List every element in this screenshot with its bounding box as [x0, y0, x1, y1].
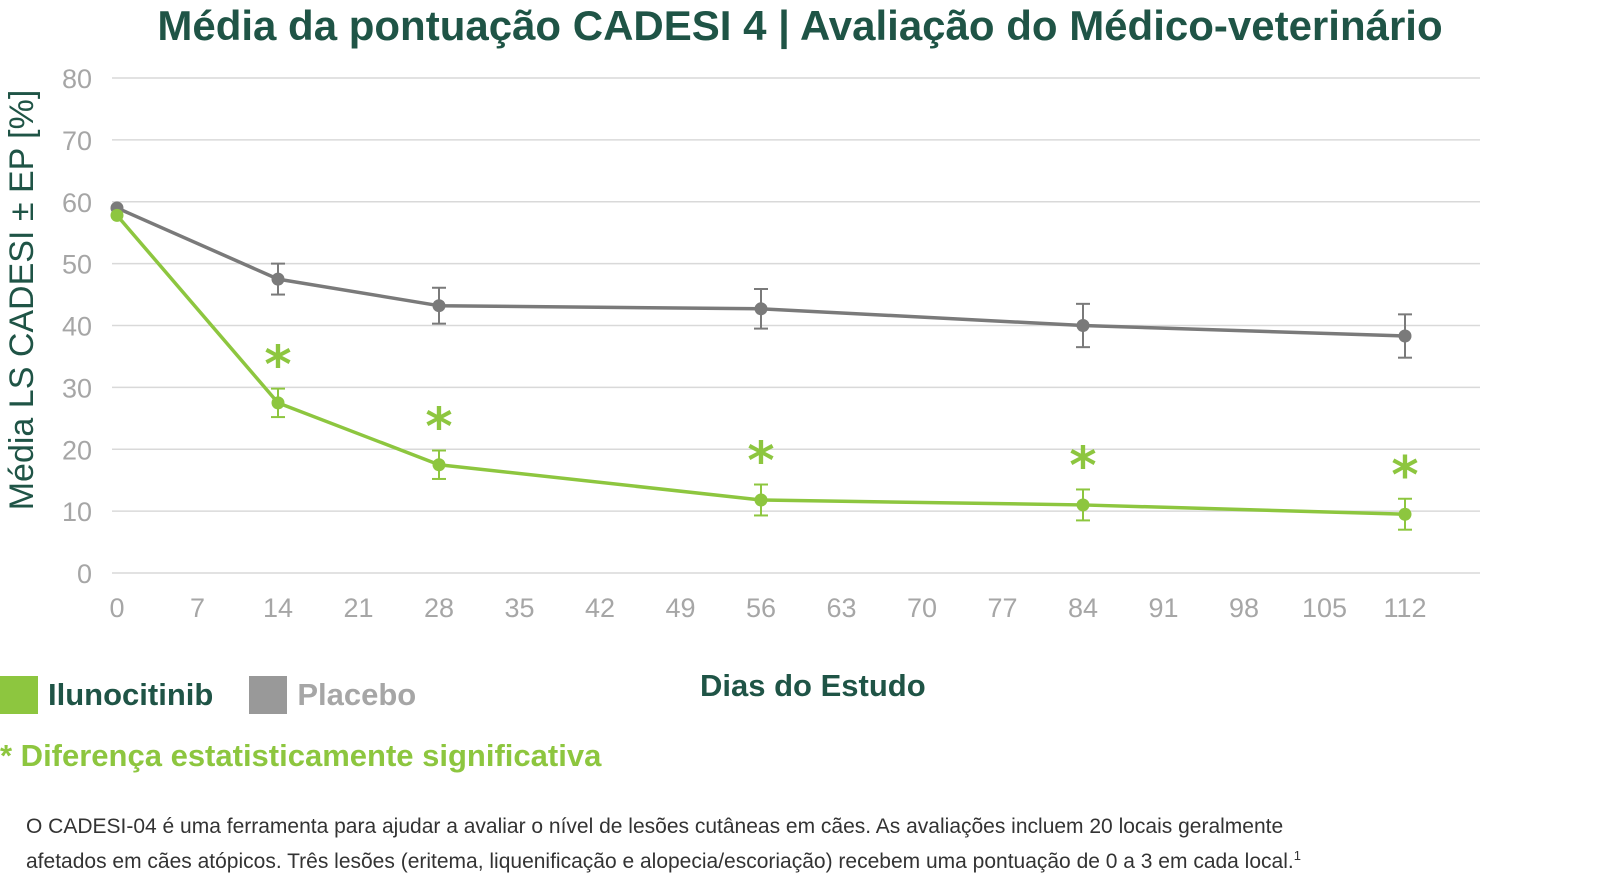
legend-swatch-placebo — [249, 676, 288, 714]
x-tick-label: 112 — [1383, 593, 1426, 623]
y-tick-labels: 0 10 20 30 40 50 60 70 80 — [62, 64, 92, 589]
significance-note: * Diferença estatisticamente significati… — [0, 738, 602, 773]
significance-marker: * — [1069, 436, 1096, 496]
x-tick-label: 42 — [585, 593, 615, 623]
x-tick-label: 105 — [1302, 593, 1347, 623]
y-tick-label: 70 — [62, 126, 92, 156]
x-tick-label: 56 — [746, 593, 776, 623]
y-tick-label: 60 — [62, 188, 92, 218]
x-axis-label: Dias do Estudo — [700, 668, 926, 703]
x-tick-label: 28 — [424, 593, 454, 623]
data-point-ilunocitinib — [432, 458, 446, 472]
footnote-reference: 1 — [1293, 848, 1301, 863]
x-tick-label: 7 — [190, 593, 205, 623]
legend-label-placebo: Placebo — [297, 677, 417, 712]
series-group: * * * * * — [110, 201, 1419, 531]
footnote: O CADESI-04 é uma ferramenta para ajudar… — [26, 812, 1586, 876]
x-tick-labels: 0 7 14 21 28 35 42 49 56 63 70 77 84 91 98 105 112 — [109, 593, 1426, 623]
x-tick-label: 14 — [263, 593, 293, 623]
significance-marker: * — [747, 432, 774, 492]
x-tick-label: 0 — [109, 593, 124, 623]
x-tick-label: 84 — [1068, 593, 1098, 623]
x-tick-label: 21 — [343, 593, 373, 623]
series-line-placebo — [116, 206, 1406, 338]
significance-marker: * — [425, 397, 452, 457]
significance-marker: * — [264, 336, 291, 396]
series-line-ilunocitinib — [115, 214, 1406, 516]
y-tick-label: 0 — [77, 559, 92, 589]
y-tick-label: 30 — [62, 373, 92, 403]
y-tick-label: 80 — [62, 64, 92, 94]
y-tick-label: 40 — [62, 312, 92, 342]
x-tick-label: 70 — [907, 593, 937, 623]
legend-label-ilunocitinib: Ilunocitinib — [48, 677, 214, 712]
x-tick-label: 98 — [1229, 593, 1259, 623]
data-point-placebo — [754, 302, 768, 316]
y-axis-label: Média LS CADESI ± EP [%] — [3, 90, 41, 511]
data-point-placebo — [432, 299, 446, 313]
data-point-ilunocitinib — [754, 493, 768, 507]
y-tick-label: 10 — [62, 497, 92, 527]
data-point-placebo — [1398, 329, 1412, 343]
x-tick-label: 91 — [1148, 593, 1178, 623]
x-tick-label: 35 — [504, 593, 534, 623]
x-tick-label: 63 — [826, 593, 856, 623]
y-tick-label: 50 — [62, 250, 92, 280]
x-tick-label: 77 — [987, 593, 1017, 623]
footnote-line-1: O CADESI-04 é uma ferramenta para ajudar… — [26, 815, 1284, 838]
y-tick-label: 20 — [62, 435, 92, 465]
data-point-ilunocitinib — [1398, 507, 1412, 521]
data-point-ilunocitinib — [1076, 498, 1090, 512]
legend-swatch-ilunocitinib — [0, 676, 38, 714]
significance-marker: * — [1391, 446, 1418, 506]
x-tick-label: 49 — [665, 593, 695, 623]
data-point-placebo — [271, 272, 285, 286]
footnote-line-2: afetados em cães atópicos. Três lesões (… — [26, 850, 1294, 873]
data-point-placebo — [1076, 319, 1090, 332]
data-point-ilunocitinib — [110, 208, 124, 222]
grid-lines — [112, 77, 1480, 574]
legend: Ilunocitinib Placebo — [0, 676, 452, 714]
chart-area: 0 10 20 30 40 50 60 70 80 0 7 14 21 28 35 42 49 56 63 70 77… — [3, 64, 1480, 623]
data-point-ilunocitinib — [271, 396, 285, 410]
chart-title: Média da pontuação CADESI 4 | Avaliação … — [157, 2, 1443, 49]
